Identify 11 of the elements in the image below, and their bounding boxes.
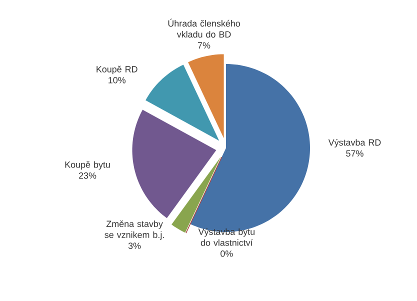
data-label: 3% <box>128 242 141 249</box>
data-label: 7% <box>198 42 210 49</box>
slice-label: Změna stavby se vznikem b.j. <box>104 220 164 240</box>
slice-label: Koupě bytu <box>65 161 110 170</box>
slice-label: Výstavba RD <box>328 138 381 148</box>
data-label: 23% <box>78 172 96 179</box>
slice-label: Úhrada členského vkladu do BD <box>168 18 240 38</box>
text: 0% <box>220 250 233 257</box>
slice-label: Koupě RD <box>96 66 138 74</box>
data-label: 10% <box>108 77 126 84</box>
data-label: 57% <box>346 150 364 157</box>
